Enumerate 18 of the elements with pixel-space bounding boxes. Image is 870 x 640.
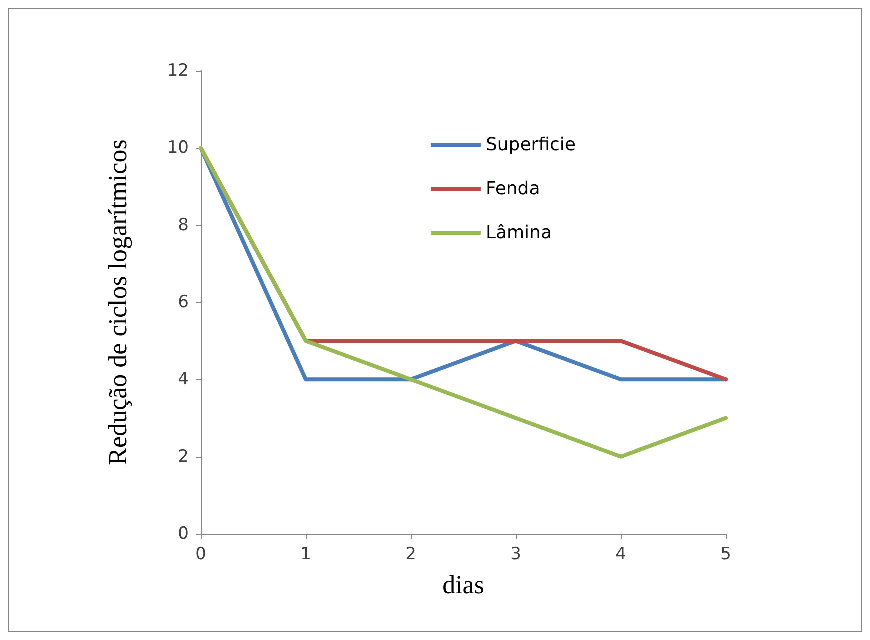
y-tick-label: 12 [167,61,189,81]
y-axis-title: Redução de ciclos logarítmicos [104,140,132,466]
x-tick-label: 4 [616,544,626,564]
x-tick-label: 5 [720,544,732,564]
x-tick-label: 2 [406,544,416,564]
x-axis-title: dias [442,570,484,600]
y-tick-label: 0 [178,524,189,544]
y-tick-label: 4 [178,370,189,390]
y-tick-label: 10 [167,138,189,158]
y-tick-label: 8 [178,215,189,236]
y-tick-label: 6 [178,292,189,312]
x-tick-label: 3 [510,544,522,564]
x-tick-label: 0 [196,544,206,564]
x-tick-label: 1 [300,544,312,564]
legend-label: Lâmina [486,222,552,244]
y-tick-label: 2 [178,446,189,467]
legend-label: Superficie [486,134,576,156]
legend-label: Fenda [486,178,540,200]
